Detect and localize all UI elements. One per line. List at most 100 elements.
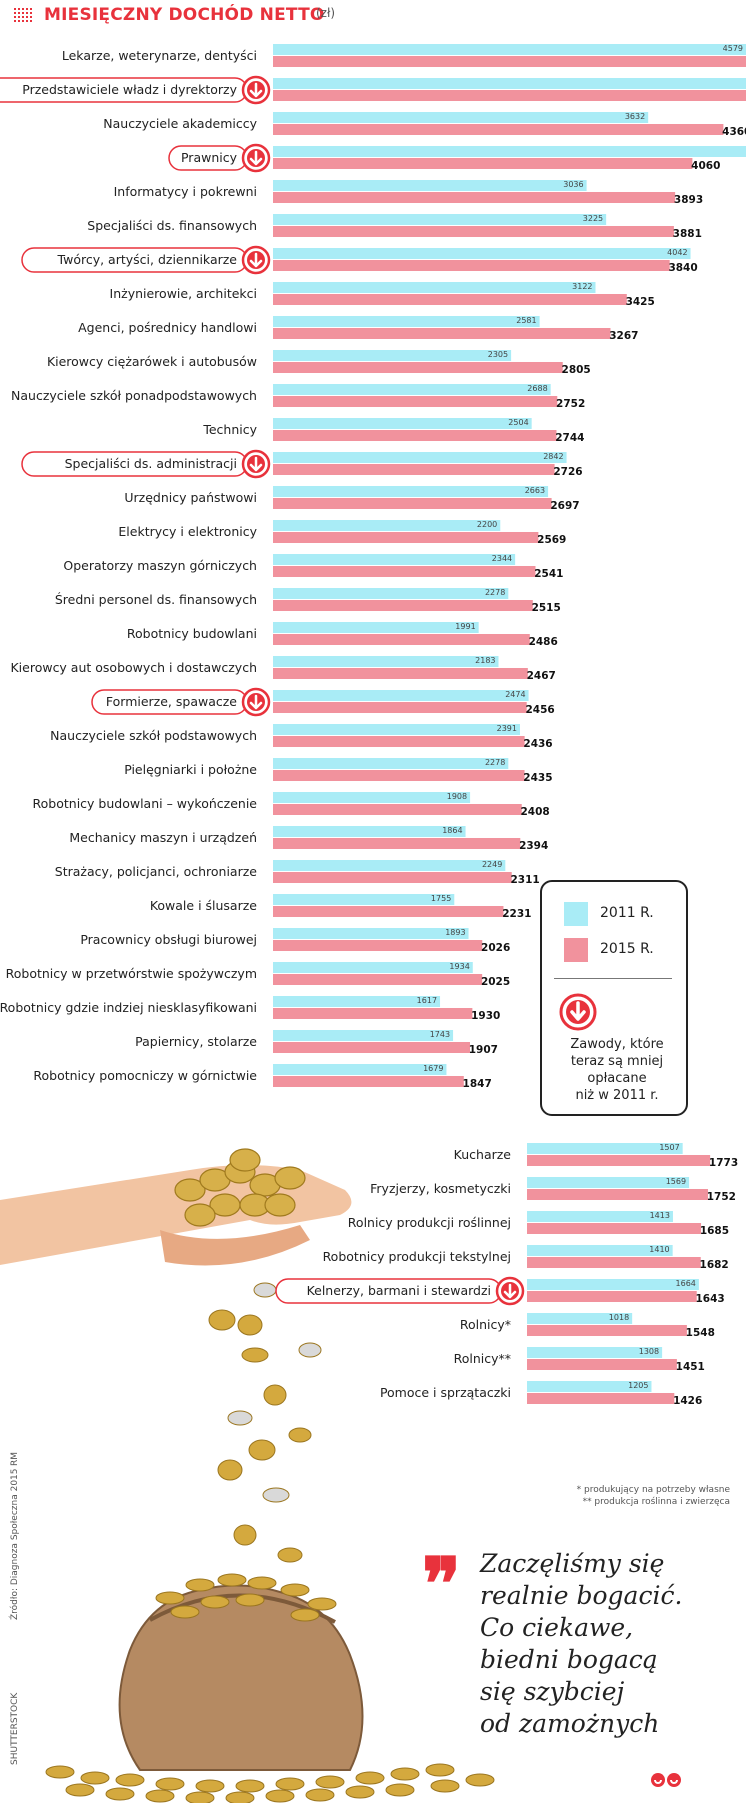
bar-2015	[273, 770, 525, 781]
bar-2011	[273, 724, 520, 735]
coin-illustration	[185, 1578, 215, 1592]
bar-2015	[273, 498, 552, 509]
value-label-2015: 1773	[709, 1157, 738, 1169]
bar-2015	[527, 1189, 708, 1200]
value-label-2015: 2744	[555, 432, 584, 444]
category-label: Kucharze	[454, 1147, 512, 1162]
bar-2015	[273, 634, 530, 645]
coin-illustration	[185, 1791, 215, 1803]
chart-unit: (zł)	[316, 6, 336, 20]
decrease-arrow-glyph	[503, 1283, 517, 1299]
value-label-2015: 4060	[691, 160, 720, 172]
bar-2015	[273, 600, 533, 611]
bar-2011	[273, 248, 691, 259]
category-label: Robotnicy budowlani – wykończenie	[33, 796, 258, 811]
coin-illustration	[195, 1779, 225, 1793]
value-label-2011: 2249	[482, 860, 502, 869]
bar-2011	[273, 418, 532, 429]
coin-illustration	[290, 1608, 320, 1622]
bar-2015	[273, 362, 563, 373]
value-label-2011: 2278	[485, 758, 505, 767]
coin-illustration	[241, 1347, 269, 1363]
bar-2015	[527, 1393, 675, 1404]
coin-illustration	[105, 1787, 135, 1801]
value-label-2015: 2752	[556, 398, 585, 410]
value-label-2015: 2231	[502, 908, 531, 920]
value-label-2015: 1930	[471, 1010, 500, 1022]
coin-illustration	[274, 1166, 306, 1190]
bar-2011	[527, 1143, 683, 1154]
bar-2015	[273, 872, 512, 883]
bar-2011	[273, 112, 649, 123]
bar-2015	[527, 1257, 701, 1268]
bar-2015	[273, 294, 627, 305]
decrease-arrow-glyph	[249, 252, 263, 268]
bars-layer: 45795542Lekarze, weterynarze, dentyści63…	[0, 44, 746, 1407]
category-label: Formierze, spawacze	[106, 694, 237, 709]
category-label: Informatycy i pokrewni	[114, 184, 257, 199]
decrease-arrow-glyph	[249, 694, 263, 710]
value-label-2011: 3122	[572, 282, 592, 291]
bar-2011	[273, 282, 596, 293]
category-label: Rolnicy*	[460, 1317, 511, 1332]
legend-swatch-2015	[564, 938, 588, 962]
decrease-arrow-glyph	[249, 82, 263, 98]
decrease-arrow-icon	[241, 245, 271, 275]
bar-2015	[273, 328, 611, 339]
legend-swatch-2011	[564, 902, 588, 926]
value-label-2011: 3036	[563, 180, 583, 189]
bar-2011	[273, 316, 540, 327]
coin-illustration	[275, 1777, 305, 1791]
category-label: Kierowcy aut osobowych i dostawczych	[10, 660, 257, 675]
bar-2011	[273, 758, 509, 769]
value-label-2011: 1413	[650, 1211, 670, 1220]
coin-illustration	[115, 1773, 145, 1787]
category-label: Elektrycy i elektronicy	[118, 524, 257, 539]
value-label-2011: 4579	[723, 44, 743, 53]
bar-2011	[527, 1211, 673, 1222]
bar-2011	[527, 1177, 690, 1188]
coin-illustration	[248, 1439, 276, 1461]
value-label-2015: 3840	[668, 262, 697, 274]
category-label: Kowale i ślusarze	[150, 898, 257, 913]
category-label: Inżynierowie, architekci	[110, 286, 257, 301]
value-label-2015: 1752	[707, 1191, 736, 1203]
bar-2015	[527, 1325, 687, 1336]
coin-illustration	[229, 1148, 261, 1172]
category-label: Robotnicy gdzie indziej niesklasyfikowan…	[0, 1000, 257, 1015]
value-label-2015: 2569	[537, 534, 566, 546]
coin-illustration	[184, 1203, 216, 1227]
category-label: Technicy	[202, 422, 257, 437]
value-label-2015: 3425	[626, 296, 655, 308]
category-label: Nauczyciele szkół ponadpodstawowych	[11, 388, 257, 403]
bar-2015	[527, 1359, 677, 1370]
bar-2015	[273, 566, 536, 577]
coin-illustration	[155, 1777, 185, 1791]
coin-illustration	[280, 1583, 310, 1597]
coin-illustration	[430, 1779, 460, 1793]
value-label-2015: 1907	[469, 1044, 498, 1056]
value-label-2015: 2436	[523, 738, 552, 750]
footnote-1: * produkujący na potrzeby własne	[576, 1485, 730, 1495]
coin-illustration	[263, 1384, 287, 1406]
coin-illustration	[385, 1783, 415, 1797]
value-label-2011: 1018	[609, 1313, 629, 1322]
category-label: Rolnicy produkcji roślinnej	[348, 1215, 511, 1230]
legend-divider	[554, 978, 672, 979]
value-label-2011: 1908	[447, 792, 467, 801]
decrease-arrow-icon	[241, 75, 271, 105]
bar-2011	[273, 486, 549, 497]
bar-2011	[273, 928, 469, 939]
value-label-2015: 2726	[553, 466, 582, 478]
bar-2015	[273, 702, 527, 713]
value-label-2015: 2311	[510, 874, 539, 886]
value-label-2015: 2456	[525, 704, 554, 716]
value-label-2015: 2394	[519, 840, 548, 852]
coin-illustration	[307, 1597, 337, 1611]
value-label-2011: 2391	[497, 724, 517, 733]
illustration-layer	[0, 1148, 495, 1803]
value-label-2011: 1864	[442, 826, 462, 835]
category-label: Średni personel ds. finansowych	[55, 592, 257, 607]
bar-2015	[273, 906, 504, 917]
value-label-2015: 2435	[523, 772, 552, 784]
